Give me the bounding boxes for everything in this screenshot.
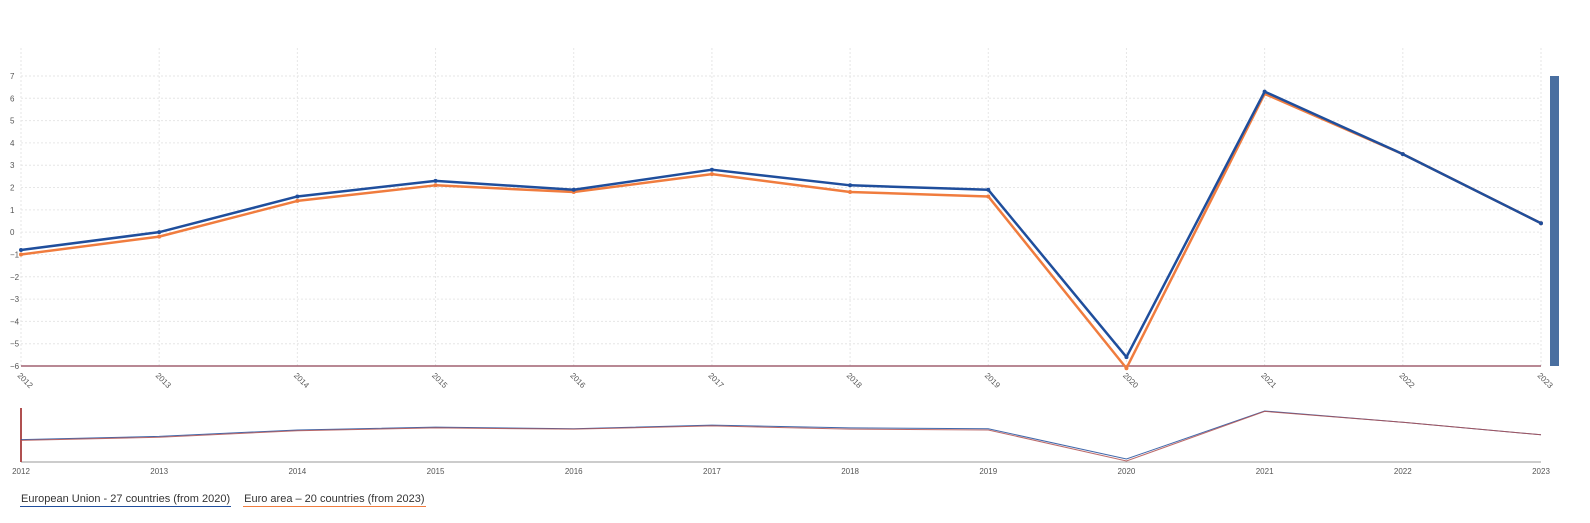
data-point — [571, 187, 576, 192]
y-tick-label: 3 — [10, 161, 15, 170]
data-point — [986, 194, 991, 199]
data-point — [1539, 221, 1543, 226]
y-tick-label: 4 — [10, 139, 15, 148]
data-point — [433, 178, 438, 183]
x-tick-label: 2019 — [983, 371, 1002, 390]
data-point — [1262, 89, 1267, 94]
data-point — [709, 172, 714, 177]
navigator-tick-label: 2023 — [1532, 467, 1550, 476]
navigator-tick-label: 2021 — [1256, 467, 1274, 476]
data-point — [433, 183, 438, 188]
y-tick-label: 0 — [10, 228, 15, 237]
data-point — [19, 248, 23, 252]
x-tick-label: 2021 — [1259, 371, 1278, 390]
y-tick-label: −6 — [10, 362, 20, 371]
y-tick-label: −3 — [10, 295, 20, 304]
navigator-tick-label: 2013 — [150, 467, 168, 476]
navigator-tick-label: 2012 — [12, 467, 30, 476]
y-tick-label: 7 — [10, 72, 15, 81]
navigator-tick-label: 2014 — [288, 467, 306, 476]
y-tick-label: −1 — [10, 250, 20, 259]
data-point — [157, 234, 162, 239]
data-point — [157, 230, 162, 235]
series-line-0 — [20, 90, 1542, 359]
navigator-tick-label: 2022 — [1394, 467, 1412, 476]
legend-item-eu27[interactable]: European Union - 27 countries (from 2020… — [20, 493, 232, 507]
x-tick-label: 2012 — [16, 371, 35, 390]
data-point — [295, 198, 300, 203]
x-tick-label: 2016 — [568, 371, 587, 390]
y-tick-label: 1 — [10, 206, 15, 215]
legend: European Union - 27 countries (from 2020… — [20, 493, 426, 507]
y-tick-label: −4 — [10, 317, 20, 326]
y-tick-label: 6 — [10, 94, 15, 103]
data-point — [848, 183, 853, 188]
legend-item-euro-area[interactable]: Euro area – 20 countries (from 2023) — [243, 493, 426, 507]
x-tick-label: 2020 — [1121, 371, 1140, 390]
y-tick-label: −2 — [10, 273, 20, 282]
data-point — [295, 194, 300, 199]
series-line-1 — [20, 92, 1542, 370]
navigator-tick-label: 2015 — [427, 467, 445, 476]
x-tick-label: 2018 — [845, 371, 864, 390]
navigator-tick-label: 2017 — [703, 467, 721, 476]
data-point — [709, 167, 714, 172]
x-tick-label: 2013 — [154, 371, 173, 390]
y-tick-label: 2 — [10, 184, 15, 193]
data-point — [1124, 366, 1129, 371]
data-point — [986, 187, 991, 192]
navigator-tick-label: 2019 — [979, 467, 997, 476]
data-point — [848, 190, 853, 194]
x-tick-label: 2023 — [1536, 371, 1555, 390]
navigator-series-0 — [20, 410, 1542, 460]
navigator-series-1 — [20, 410, 1542, 462]
x-tick-label: 2015 — [430, 371, 449, 390]
navigator-tick-label: 2020 — [1118, 467, 1136, 476]
data-point — [19, 252, 23, 257]
data-point — [1124, 355, 1129, 360]
y-tick-label: −5 — [10, 340, 20, 349]
scrollbar-handle — [1550, 76, 1559, 366]
navigator-tick-label: 2016 — [565, 467, 583, 476]
x-tick-label: 2017 — [706, 371, 725, 390]
x-tick-label: 2022 — [1397, 371, 1416, 390]
x-tick-label: 2014 — [292, 371, 311, 390]
y-tick-label: 5 — [10, 117, 15, 126]
navigator-tick-label: 2018 — [841, 467, 859, 476]
data-point — [1400, 152, 1405, 157]
